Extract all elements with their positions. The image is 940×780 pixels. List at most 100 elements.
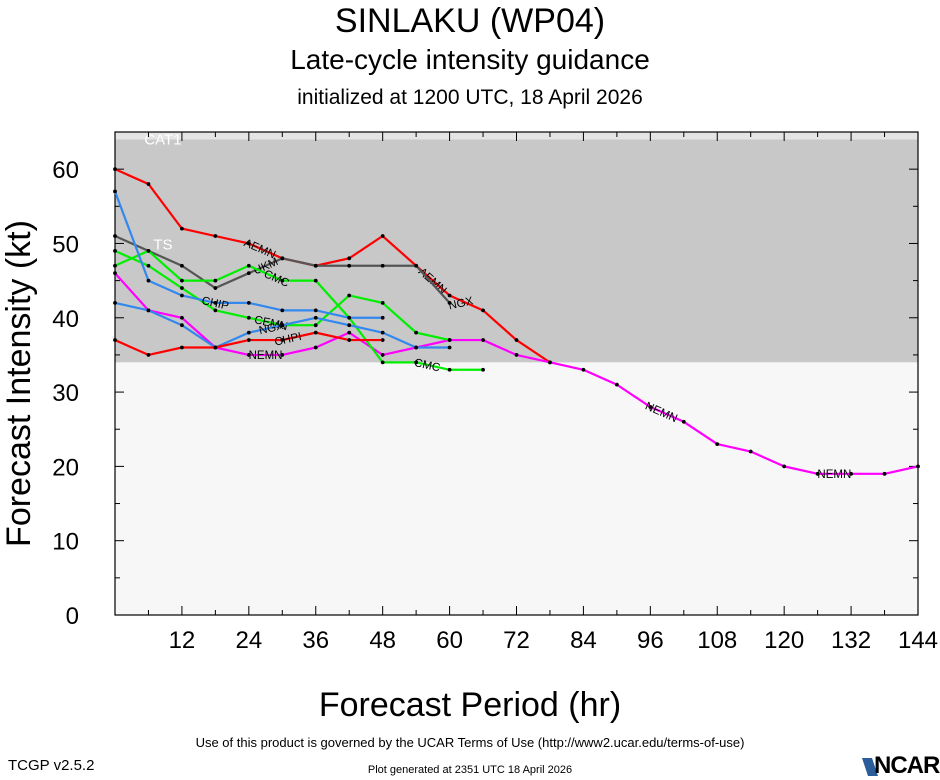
data-point (313, 315, 318, 320)
data-point (481, 367, 485, 372)
data-point (246, 263, 251, 268)
series-chpi: CHPI (113, 330, 385, 357)
data-point (246, 330, 251, 335)
data-point (113, 263, 117, 268)
data-point (514, 353, 519, 357)
data-point (113, 234, 117, 238)
data-point (113, 271, 117, 276)
data-point (146, 278, 151, 283)
data-point (313, 263, 318, 268)
data-point (146, 308, 151, 313)
series-label-ngx: NGX (447, 295, 474, 312)
terms-of-use: Use of this product is governed by the U… (195, 735, 745, 750)
x-tick-label: 120 (764, 627, 804, 654)
chart-title: SINLAKU (WP04) (334, 2, 606, 40)
ncar-logo-icon (862, 758, 878, 776)
data-point (447, 345, 452, 350)
data-point (347, 293, 352, 298)
x-tick-label: 84 (570, 627, 597, 654)
data-point (347, 323, 352, 328)
data-point (213, 301, 218, 305)
data-point (313, 345, 318, 350)
band-label-ts: TS (153, 236, 172, 253)
series-label-ngx: NGX (258, 320, 285, 337)
data-point (614, 382, 619, 387)
data-point (347, 338, 352, 342)
y-tick-label: 0 (66, 603, 79, 630)
data-point (380, 315, 385, 320)
x-tick-label: 96 (637, 627, 664, 654)
series-label-chpi: CHPI (273, 331, 302, 349)
ncar-logo: NCAR (860, 752, 940, 780)
data-point (113, 248, 117, 253)
plot-background (115, 362, 918, 615)
y-axis-label: Forecast Intensity (kt) (0, 220, 38, 547)
data-point (280, 256, 285, 261)
init-time: initialized at 1200 UTC, 18 April 2026 (297, 86, 643, 109)
data-point (414, 330, 419, 335)
data-point (849, 471, 853, 476)
data-point (280, 338, 285, 342)
x-tick-label: 36 (302, 627, 329, 654)
series-label-cmc: CMC (413, 357, 441, 374)
data-point (113, 338, 117, 342)
data-point (246, 271, 251, 276)
data-point (213, 234, 218, 238)
chart-subtitle: Late-cycle intensity guidance (290, 44, 650, 75)
generated-time: Plot generated at 2351 UTC 18 April 2026 (367, 764, 573, 776)
data-point (414, 360, 419, 365)
data-point (380, 263, 385, 268)
data-point (180, 226, 184, 231)
data-point (715, 442, 720, 446)
series-ngx: NGX NGX (113, 295, 475, 350)
data-point (313, 278, 318, 283)
band-ts (115, 139, 918, 363)
series-line-cmc (114, 249, 484, 371)
data-point (380, 353, 385, 357)
data-point (180, 293, 184, 298)
series-line-aemn (114, 168, 551, 364)
data-point (380, 301, 385, 305)
data-point (146, 353, 151, 357)
data-point (213, 278, 218, 283)
data-point (280, 308, 285, 313)
data-point (916, 464, 920, 469)
data-point (180, 286, 184, 290)
y-tick-label: 10 (52, 529, 79, 556)
y-tick-label: 60 (52, 157, 79, 184)
data-point (748, 449, 753, 454)
data-point (347, 330, 352, 335)
data-point (213, 345, 218, 350)
data-point (481, 308, 485, 313)
data-point (447, 301, 452, 305)
data-point (180, 323, 184, 328)
data-point (815, 471, 820, 476)
series-chip: CHIP (113, 189, 385, 320)
data-point (882, 471, 887, 476)
data-point (447, 338, 452, 342)
x-tick-label: 144 (898, 627, 938, 654)
data-point (414, 263, 419, 268)
data-point (681, 419, 686, 424)
series-label-nemn: NEMN (817, 469, 851, 481)
data-point (514, 338, 519, 342)
data-point (380, 330, 385, 335)
data-point (380, 338, 385, 342)
data-point (347, 263, 352, 268)
version-label: TCGP v2.5.2 (8, 757, 95, 774)
y-tick-label: 50 (52, 231, 79, 258)
x-tick-label: 12 (169, 627, 196, 654)
data-point (347, 315, 352, 320)
series-label-chip: CHIP (200, 295, 230, 313)
data-point (113, 189, 117, 194)
data-point (146, 248, 151, 253)
y-tick-label: 40 (52, 306, 79, 333)
data-point (280, 278, 285, 283)
data-point (146, 263, 151, 268)
x-axis-label: Forecast Period (hr) (318, 686, 622, 724)
data-point (113, 167, 117, 172)
y-tick-label: 30 (52, 380, 79, 407)
data-point (180, 278, 184, 283)
